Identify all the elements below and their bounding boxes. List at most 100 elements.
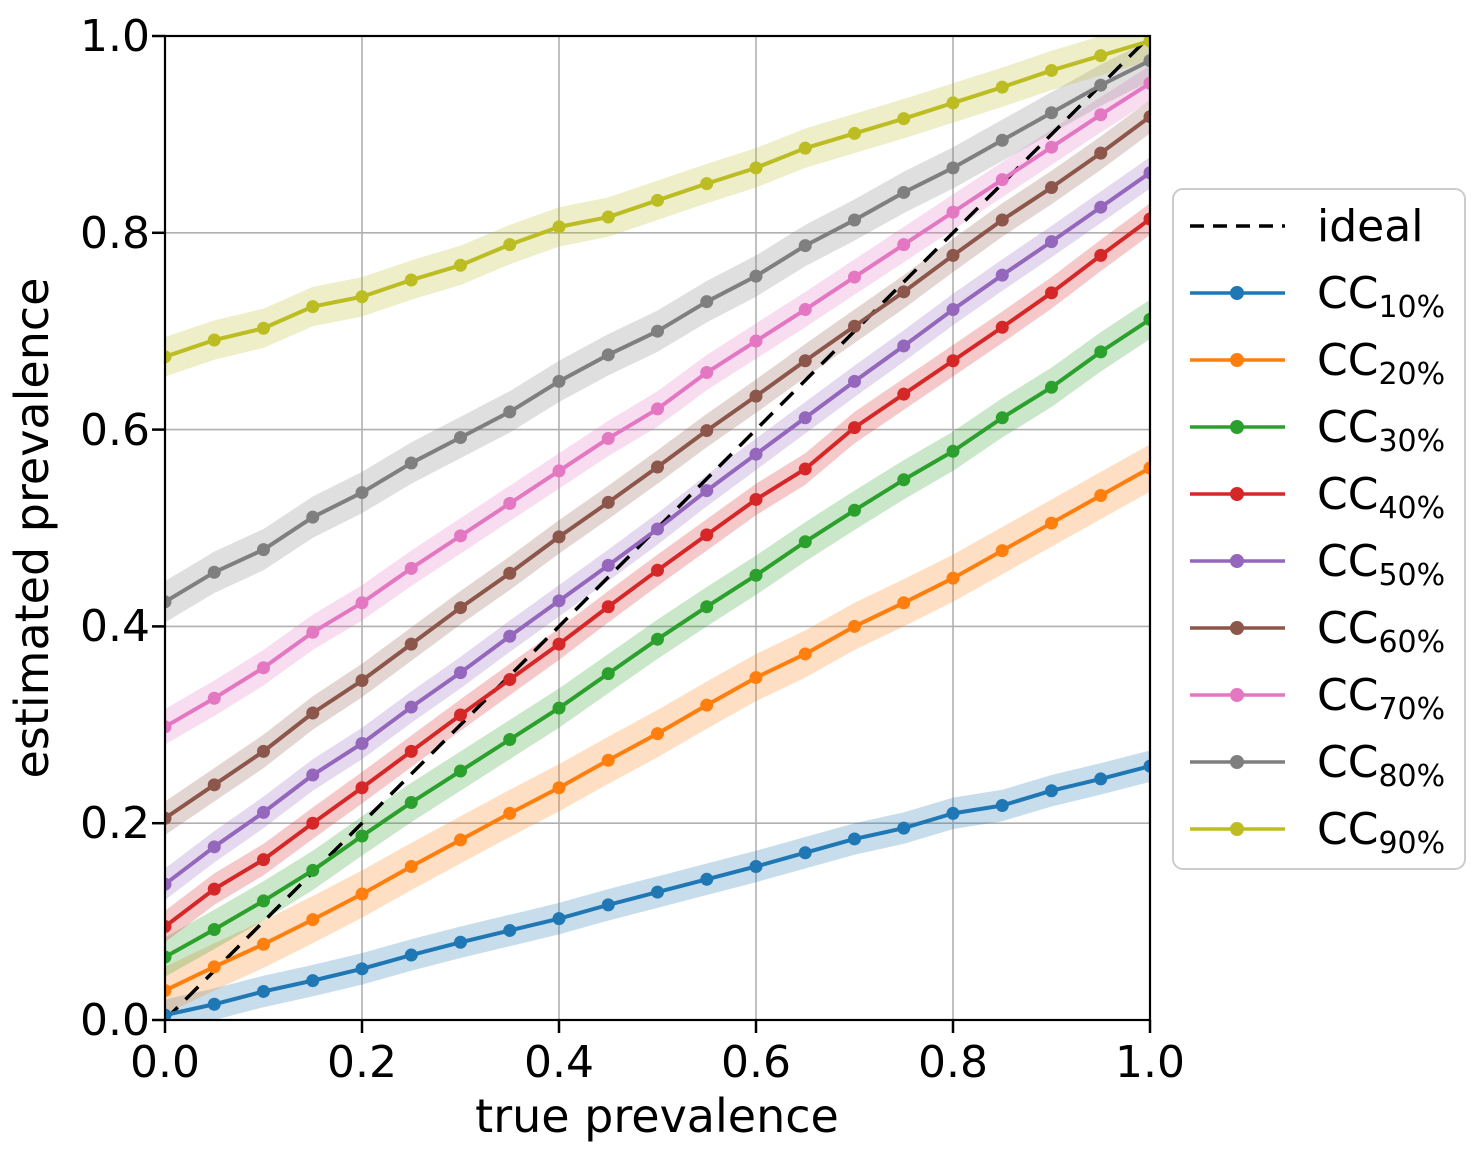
- marker-CC_10%: [1045, 784, 1058, 798]
- legend-label-cc20: CC20%: [1317, 335, 1445, 392]
- x-tick-labels: 0.0 0.2 0.4 0.6 0.8 1.0: [130, 1037, 1185, 1088]
- marker-CC_40%: [897, 387, 911, 401]
- y-tick-label: 0.6: [80, 405, 150, 456]
- marker-CC_30%: [601, 667, 615, 681]
- marker-CC_80%: [848, 213, 861, 227]
- marker-CC_50%: [651, 522, 664, 536]
- series-lines: [165, 36, 1150, 1020]
- marker-CC_20%: [165, 983, 172, 997]
- marker-CC_40%: [601, 600, 615, 614]
- marker-CC_90%: [306, 300, 320, 314]
- series-CC_70%: [165, 76, 1150, 734]
- marker-CC_90%: [355, 290, 369, 304]
- marker-CC_80%: [946, 161, 960, 175]
- marker-CC_60%: [552, 530, 566, 544]
- marker-CC_30%: [306, 863, 320, 877]
- marker-CC_30%: [798, 535, 812, 549]
- marker-CC_70%: [503, 496, 517, 510]
- marker-CC_70%: [651, 402, 664, 416]
- marker-CC_10%: [749, 859, 763, 873]
- marker-CC_50%: [897, 339, 911, 353]
- marker-CC_60%: [1143, 110, 1150, 124]
- legend-marker-cc70: [1230, 688, 1244, 702]
- marker-CC_90%: [257, 321, 270, 335]
- marker-CC_90%: [700, 177, 714, 191]
- marker-CC_60%: [503, 566, 517, 580]
- marker-CC_30%: [207, 922, 221, 936]
- marker-CC_80%: [552, 374, 566, 388]
- x-tick-label: 1.0: [1115, 1037, 1185, 1088]
- marker-CC_20%: [355, 887, 369, 901]
- marker-CC_20%: [404, 859, 418, 873]
- series-CC_20%: [165, 461, 1150, 997]
- marker-CC_50%: [306, 768, 320, 782]
- marker-CC_70%: [601, 431, 615, 445]
- marker-CC_50%: [749, 447, 763, 461]
- x-tick-label: 0.0: [130, 1037, 200, 1088]
- marker-CC_80%: [355, 486, 369, 500]
- marker-CC_80%: [404, 456, 418, 470]
- marker-CC_50%: [1045, 235, 1058, 249]
- marker-CC_10%: [897, 821, 911, 835]
- legend-label-cc80: CC80%: [1317, 737, 1445, 794]
- y-tick-label: 0.2: [80, 798, 150, 849]
- marker-CC_40%: [651, 563, 664, 577]
- marker-CC_20%: [207, 960, 221, 974]
- marker-CC_40%: [1094, 248, 1108, 262]
- marker-CC_80%: [165, 595, 172, 609]
- marker-CC_70%: [798, 303, 812, 317]
- marker-CC_20%: [454, 833, 467, 847]
- x-tick-label: 0.6: [721, 1037, 791, 1088]
- marker-CC_20%: [601, 753, 615, 767]
- marker-CC_40%: [306, 816, 320, 830]
- marker-CC_50%: [848, 374, 861, 388]
- x-tick-label: 0.8: [918, 1037, 988, 1088]
- marker-CC_50%: [798, 411, 812, 425]
- marker-CC_90%: [749, 161, 763, 175]
- marker-CC_30%: [995, 411, 1009, 425]
- marker-CC_50%: [165, 877, 172, 891]
- marker-CC_40%: [552, 637, 566, 651]
- x-tick-label: 0.4: [524, 1037, 594, 1088]
- marker-CC_20%: [257, 937, 270, 951]
- marker-CC_70%: [1094, 108, 1108, 122]
- marker-CC_60%: [798, 354, 812, 368]
- marker-CC_60%: [165, 811, 172, 825]
- legend-marker-cc20: [1230, 353, 1244, 367]
- marker-CC_60%: [207, 778, 221, 792]
- legend-label-cc90: CC90%: [1317, 804, 1445, 861]
- marker-CC_70%: [306, 625, 320, 639]
- marker-CC_90%: [454, 258, 467, 272]
- marker-CC_30%: [897, 473, 911, 487]
- marker-CC_90%: [798, 141, 812, 155]
- marker-CC_50%: [503, 629, 517, 643]
- marker-CC_20%: [1094, 489, 1108, 503]
- marker-CC_70%: [700, 366, 714, 380]
- legend-marker-cc80: [1230, 755, 1244, 769]
- legend-label-cc30: CC30%: [1317, 402, 1445, 459]
- marker-CC_60%: [995, 213, 1009, 227]
- marker-CC_70%: [1143, 76, 1150, 90]
- marker-CC_30%: [503, 733, 517, 747]
- marker-CC_90%: [1045, 63, 1058, 77]
- marker-CC_30%: [355, 829, 369, 843]
- marker-CC_80%: [1094, 78, 1108, 92]
- marker-CC_80%: [897, 185, 911, 199]
- marker-CC_10%: [404, 948, 418, 962]
- legend-label-cc50: CC50%: [1317, 536, 1445, 593]
- marker-CC_40%: [1045, 286, 1058, 300]
- x-tick-label: 0.2: [327, 1037, 397, 1088]
- marker-CC_10%: [995, 798, 1009, 812]
- marker-CC_10%: [165, 1008, 172, 1020]
- marker-CC_40%: [995, 320, 1009, 334]
- marker-CC_20%: [897, 596, 911, 610]
- marker-CC_90%: [601, 210, 615, 224]
- marker-CC_90%: [897, 112, 911, 126]
- marker-CC_40%: [1143, 212, 1150, 226]
- marker-CC_10%: [798, 846, 812, 860]
- marker-CC_30%: [651, 632, 664, 646]
- marker-CC_60%: [749, 389, 763, 403]
- marker-CC_80%: [601, 348, 615, 362]
